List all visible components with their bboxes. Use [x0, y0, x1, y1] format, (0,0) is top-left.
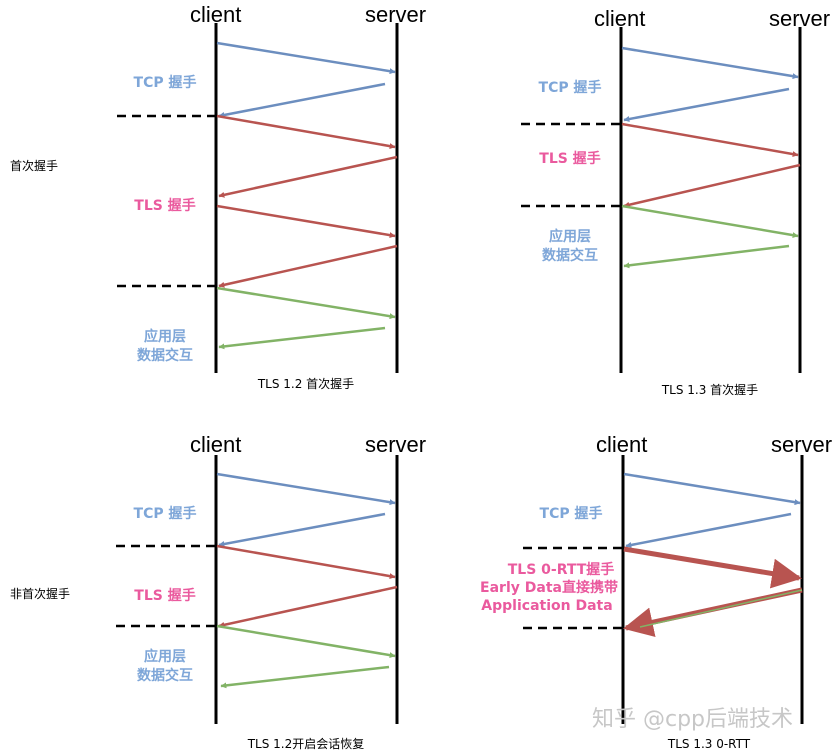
tcp-handshake-label: TCP 握手	[540, 505, 603, 522]
zero-rtt-arrow-request	[623, 546, 802, 589]
app-arrow-request	[621, 204, 799, 239]
tcp-arrow-syn	[623, 472, 801, 506]
zero-rtt-label-line1: TLS 0-RTT握手	[508, 561, 615, 578]
server-title: server	[365, 2, 426, 27]
panel-caption: TLS 1.3 首次握手	[661, 382, 758, 397]
app-arrow-response	[220, 665, 390, 689]
tls-arrow-clienthello	[216, 114, 396, 150]
client-title: client	[596, 432, 647, 457]
panel-tls13-0rtt: client server TCP 握手 TLS 0-RTT握手 Early D…	[480, 432, 832, 751]
tls-arrow-serverhello	[623, 163, 801, 208]
app-data-label-line1: 应用层	[144, 328, 186, 345]
tls-arrow-serverhello	[218, 155, 398, 198]
app-arrow-response	[623, 244, 790, 269]
app-arrow-response	[218, 326, 386, 350]
tcp-arrow-synack	[623, 87, 790, 122]
app-data-label-line2: 数据交互	[137, 347, 193, 364]
panel-tls12-first: client server TCP 握手 TLS 握手 应用层 数据交互 TLS…	[117, 2, 426, 391]
tcp-arrow-synack	[625, 512, 792, 548]
side-label-first-handshake: 首次握手	[10, 158, 58, 173]
tls-arrow-clienthello	[216, 544, 396, 580]
server-title: server	[769, 6, 830, 31]
client-title: client	[190, 432, 241, 457]
tls-handshake-label: TLS 握手	[134, 197, 195, 214]
watermark: 知乎 @cpp后端技术	[592, 707, 793, 732]
app-data-label-line2: 数据交互	[137, 667, 193, 684]
app-arrow-request	[216, 286, 396, 320]
client-title: client	[190, 2, 241, 27]
zero-rtt-label-line2: Early Data直接携带	[480, 579, 618, 596]
tcp-handshake-label: TCP 握手	[134, 505, 197, 522]
tls-handshake-label: TLS 握手	[539, 150, 600, 167]
tcp-arrow-syn	[621, 46, 799, 80]
tls-arrow-serverhello	[218, 585, 398, 628]
panel-caption: TLS 1.3 0-RTT	[667, 737, 751, 751]
panel-tls13-first: client server TCP 握手 TLS 握手 应用层 数据交互 TLS…	[521, 6, 830, 397]
panel-caption: TLS 1.2开启会话恢复	[247, 737, 365, 751]
tls-handshake-label: TLS 握手	[134, 587, 195, 604]
panel-caption: TLS 1.2 首次握手	[257, 376, 354, 391]
side-label-resume-handshake: 非首次握手	[10, 586, 70, 601]
tcp-handshake-label: TCP 握手	[134, 74, 197, 91]
app-data-label-line2: 数据交互	[542, 247, 598, 264]
app-arrow-request	[216, 624, 396, 659]
app-data-label-line1: 应用层	[144, 648, 186, 665]
tcp-arrow-syn	[216, 41, 396, 75]
client-title: client	[594, 6, 645, 31]
panel-tls12-resume: client server TCP 握手 TLS 握手 应用层 数据交互 TLS…	[116, 432, 426, 751]
tls-arrow-finished	[218, 244, 398, 288]
tcp-arrow-synack	[218, 82, 386, 118]
zero-rtt-label-line3: Application Data	[481, 598, 612, 614]
app-data-label-line1: 应用层	[549, 228, 591, 245]
early-data-green-return	[639, 589, 803, 628]
tcp-arrow-synack	[218, 512, 386, 547]
tls-arrow-clienthello	[621, 122, 799, 158]
tls-arrow-keyexchange	[216, 204, 396, 239]
server-title: server	[365, 432, 426, 457]
server-title: server	[771, 432, 832, 457]
tcp-handshake-label: TCP 握手	[539, 79, 602, 96]
tcp-arrow-syn	[216, 472, 396, 506]
